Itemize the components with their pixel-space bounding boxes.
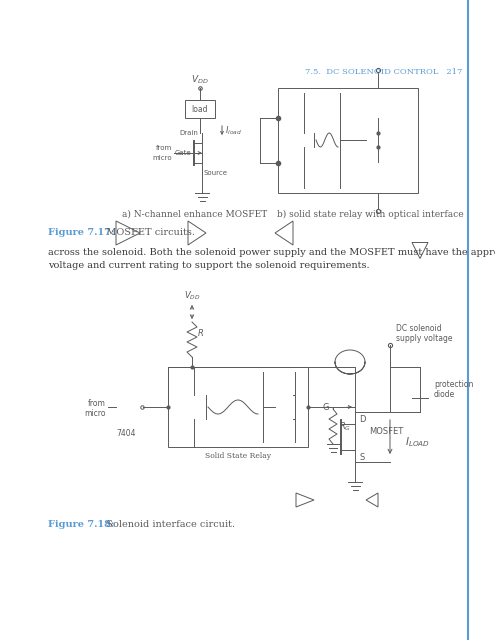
Text: $I_{load}$: $I_{load}$ (225, 125, 242, 137)
Text: D: D (359, 415, 365, 424)
Text: 7404: 7404 (116, 429, 136, 438)
Text: R: R (198, 330, 204, 339)
Bar (278, 88, 418, 193)
Text: MOSFET circuits.: MOSFET circuits. (100, 228, 195, 237)
Text: protection
diode: protection diode (434, 380, 473, 399)
Text: $R_G$: $R_G$ (339, 420, 351, 433)
Text: $V_{DD}$: $V_{DD}$ (191, 74, 209, 86)
Bar (168, 367, 308, 447)
Text: G: G (323, 403, 329, 412)
Bar (185, 100, 215, 118)
Text: Solid State Relay: Solid State Relay (205, 452, 271, 460)
Text: Solenoid interface circuit.: Solenoid interface circuit. (100, 520, 235, 529)
Text: load: load (192, 104, 208, 113)
Text: Drain: Drain (179, 130, 198, 136)
Text: MOSFET: MOSFET (369, 428, 403, 436)
Text: $V_{DD}$: $V_{DD}$ (184, 289, 200, 302)
Text: a) N-channel enhance MOSFET: a) N-channel enhance MOSFET (122, 210, 268, 219)
Text: Figure 7.18:: Figure 7.18: (48, 520, 114, 529)
Text: across the solenoid. Both the solenoid power supply and the MOSFET must have the: across the solenoid. Both the solenoid p… (48, 248, 495, 257)
Text: voltage and current rating to support the solenoid requirements.: voltage and current rating to support th… (48, 261, 370, 270)
Text: Figure 7.17:: Figure 7.17: (48, 228, 114, 237)
Text: S: S (359, 452, 364, 461)
Text: b) solid state relay with optical interface: b) solid state relay with optical interf… (277, 210, 463, 219)
Text: DC solenoid
supply voltage: DC solenoid supply voltage (396, 324, 452, 343)
Text: Source: Source (204, 170, 228, 176)
Text: 7.5.  DC SOLENOID CONTROL   217: 7.5. DC SOLENOID CONTROL 217 (304, 68, 462, 76)
Text: $I_{LOAD}$: $I_{LOAD}$ (405, 435, 430, 449)
Text: Gate: Gate (175, 150, 192, 156)
Text: from: from (156, 145, 172, 151)
Text: micro: micro (85, 408, 106, 417)
Text: from: from (88, 399, 106, 408)
Text: micro: micro (152, 155, 172, 161)
